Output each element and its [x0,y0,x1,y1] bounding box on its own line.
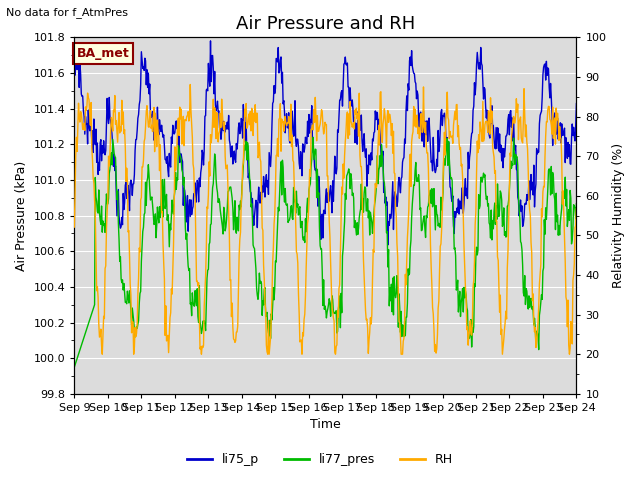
Y-axis label: Air Pressure (kPa): Air Pressure (kPa) [15,160,28,271]
Text: BA_met: BA_met [77,47,129,60]
Text: No data for f_AtmPres: No data for f_AtmPres [6,7,129,18]
Legend: li75_p, li77_pres, RH: li75_p, li77_pres, RH [182,448,458,471]
X-axis label: Time: Time [310,419,340,432]
Title: Air Pressure and RH: Air Pressure and RH [236,15,415,33]
Y-axis label: Relativity Humidity (%): Relativity Humidity (%) [612,143,625,288]
